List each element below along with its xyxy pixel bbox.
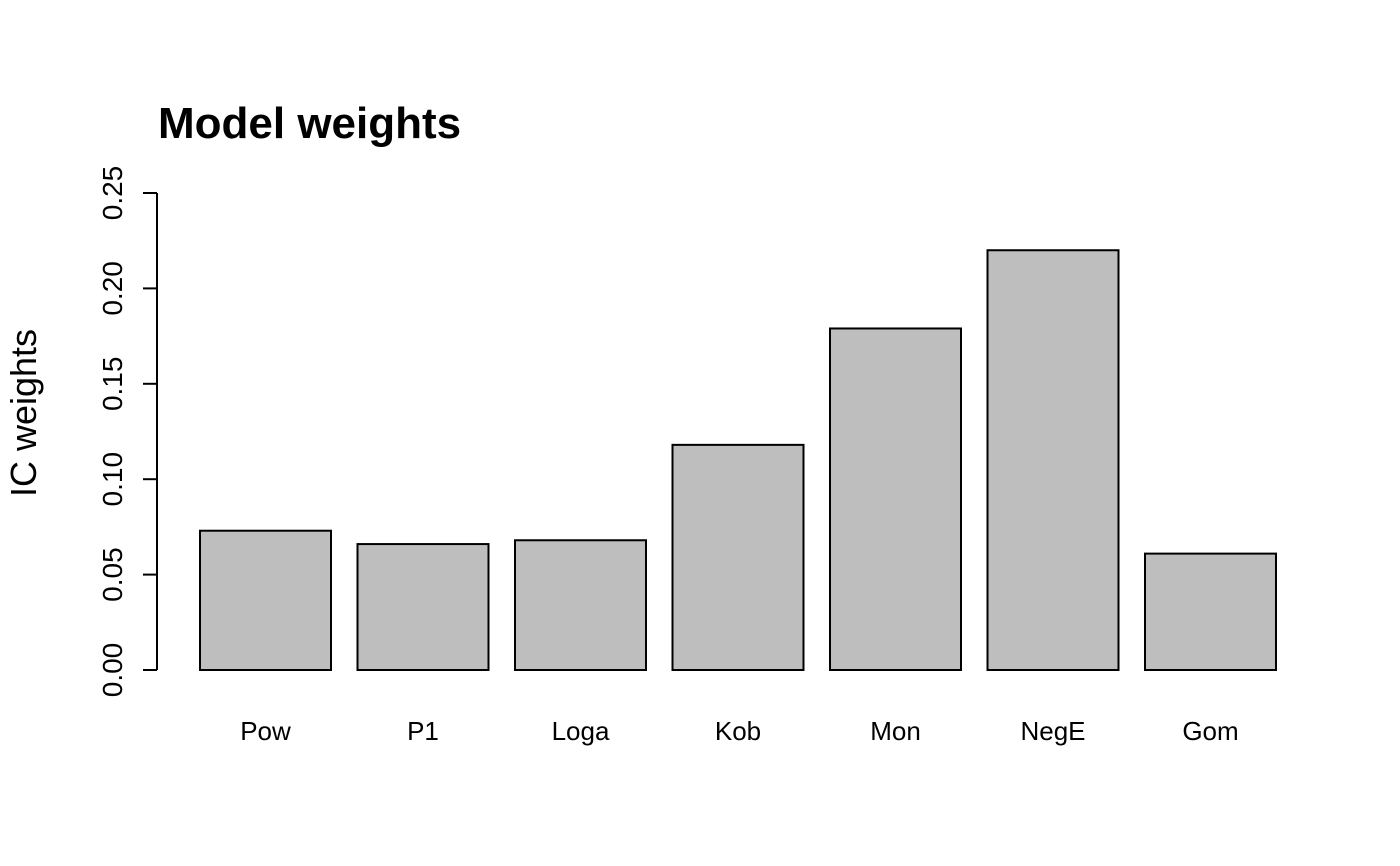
bars-group <box>199 249 1277 672</box>
bar-kob <box>671 443 805 671</box>
y-tick-label: 0.10 <box>97 452 128 507</box>
y-tick-label: 0.15 <box>97 357 128 412</box>
x-tick-label: Mon <box>870 716 921 746</box>
y-tick-label: 0.00 <box>97 643 128 698</box>
x-tick-labels: Pow P1 Loga Kob Mon NegE Gom <box>240 716 1238 746</box>
bar-nege <box>986 249 1120 672</box>
x-tick-label: Loga <box>552 716 610 746</box>
y-tick-label: 0.05 <box>97 547 128 602</box>
bar-p1 <box>356 543 490 672</box>
x-tick-label: NegE <box>1020 716 1085 746</box>
bar-mon <box>829 327 962 671</box>
bar-gom <box>1144 552 1277 671</box>
x-tick-label: Gom <box>1182 716 1238 746</box>
x-tick-label: P1 <box>407 716 439 746</box>
x-tick-label: Pow <box>240 716 291 746</box>
x-tick-label: Kob <box>715 716 761 746</box>
y-axis: 0.00 0.05 0.10 0.15 0.20 0.25 <box>97 166 158 698</box>
y-tick-label: 0.20 <box>97 261 128 316</box>
y-tick-label: 0.25 <box>97 166 128 221</box>
chart-title: Model weights <box>158 99 461 148</box>
bar-pow <box>199 529 332 671</box>
bar-loga <box>514 539 647 671</box>
y-axis-label: IC weights <box>3 329 44 497</box>
